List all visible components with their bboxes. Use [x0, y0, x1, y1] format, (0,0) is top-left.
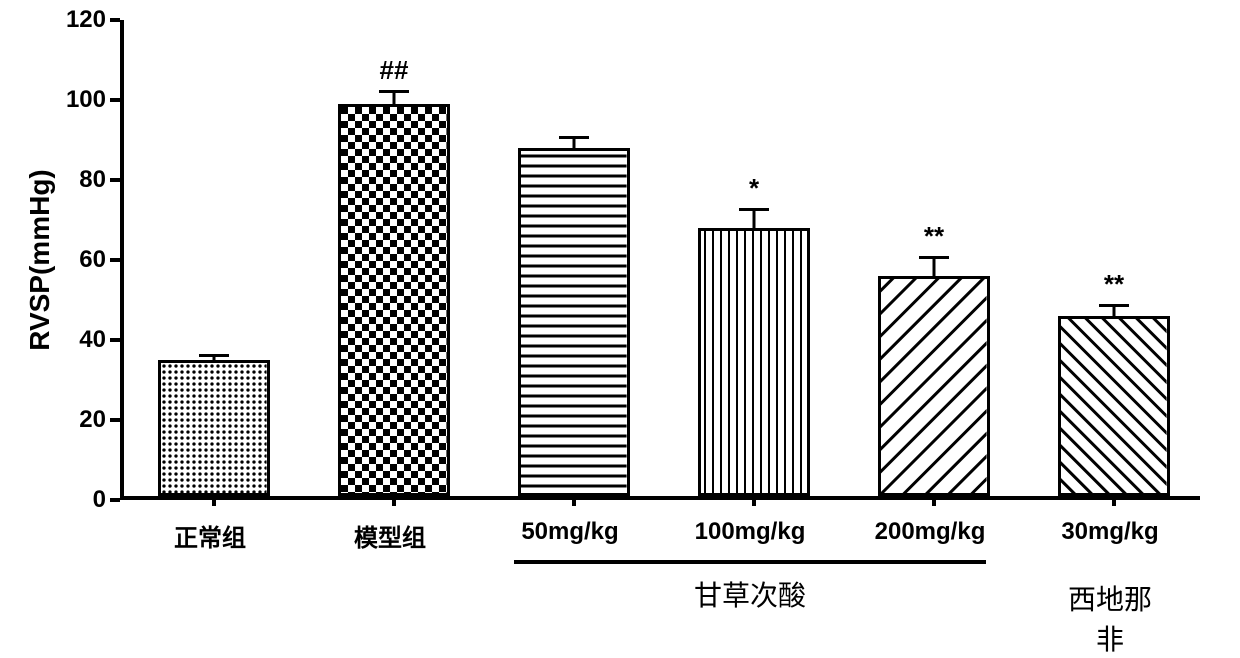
- y-axis-ticks: 0 20 40 60 80 100 120: [0, 0, 120, 500]
- bar: [518, 148, 630, 496]
- y-tick: 100: [110, 98, 120, 102]
- y-tick-label: 0: [93, 486, 106, 514]
- error-cap: [379, 90, 409, 93]
- y-tick-mark: [110, 258, 120, 262]
- error-bar: [559, 136, 589, 148]
- y-tick: 0: [110, 498, 120, 502]
- y-tick-mark: [110, 18, 120, 22]
- error-bar: [379, 90, 409, 104]
- x-category-label: 100mg/kg: [660, 518, 840, 546]
- error-cap: [199, 354, 229, 357]
- y-tick: 120: [110, 18, 120, 22]
- y-tick-mark: [110, 418, 120, 422]
- y-tick-label: 120: [66, 6, 106, 34]
- plot-area: ##*****: [120, 20, 1200, 500]
- y-tick-label: 40: [79, 326, 106, 354]
- error-cap: [739, 208, 769, 211]
- y-tick-label: 80: [79, 166, 106, 194]
- x-category-label: 200mg/kg: [840, 518, 1020, 546]
- y-tick-label: 100: [66, 86, 106, 114]
- error-bar: [919, 256, 949, 276]
- group-label: 西地那非: [1054, 578, 1166, 658]
- significance-marker: ##: [380, 55, 409, 86]
- y-tick-mark: [110, 178, 120, 182]
- bar: [698, 228, 810, 496]
- y-tick: 40: [110, 338, 120, 342]
- y-tick-label: 20: [79, 406, 106, 434]
- y-tick: 60: [110, 258, 120, 262]
- error-bar: [739, 208, 769, 228]
- y-tick: 80: [110, 178, 120, 182]
- y-tick: 20: [110, 418, 120, 422]
- error-stem: [933, 256, 936, 276]
- bar: [338, 104, 450, 496]
- y-tick-mark: [110, 338, 120, 342]
- error-bar: [199, 354, 229, 360]
- bar: [158, 360, 270, 496]
- group-bracket-line: [514, 560, 986, 564]
- y-tick-mark: [110, 98, 120, 102]
- significance-marker: **: [1104, 269, 1124, 300]
- x-category-label: 正常组: [120, 518, 300, 553]
- error-cap: [919, 256, 949, 259]
- x-axis-labels: 正常组模型组50mg/kg100mg/kg200mg/kg30mg/kg 甘草次酸…: [120, 504, 1200, 654]
- error-bar: [1099, 304, 1129, 316]
- error-stem: [753, 208, 756, 228]
- x-category-label: 30mg/kg: [1020, 518, 1200, 546]
- x-category-label: 模型组: [300, 518, 480, 553]
- y-tick-mark: [110, 498, 120, 502]
- bar: [1058, 316, 1170, 496]
- significance-marker: **: [924, 221, 944, 252]
- rvsp-bar-chart: RVSP(mmHg) 020406080100120 ##***** 正常组模型…: [0, 0, 1240, 655]
- bar: [878, 276, 990, 496]
- y-tick-label: 60: [79, 246, 106, 274]
- group-label: 甘草次酸: [514, 574, 986, 614]
- error-cap: [559, 136, 589, 139]
- x-category-label: 50mg/kg: [480, 518, 660, 546]
- bars-container: ##*****: [124, 20, 1200, 496]
- error-cap: [1099, 304, 1129, 307]
- significance-marker: *: [749, 173, 759, 204]
